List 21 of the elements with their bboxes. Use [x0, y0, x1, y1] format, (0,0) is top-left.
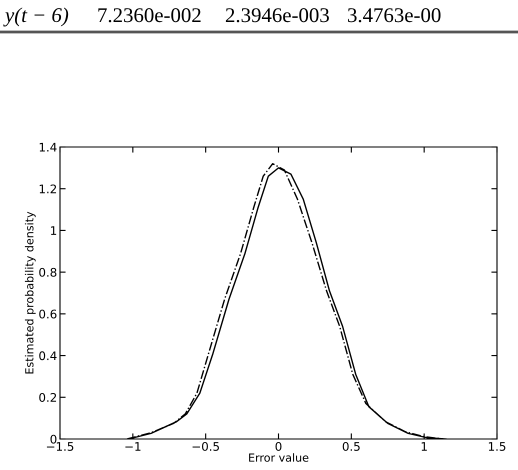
x-tick-label: −1.5	[46, 442, 74, 451]
y-tick-label: 0.2	[39, 393, 56, 402]
y-tick-label: 1.4	[40, 142, 57, 152]
text: 2.3946e-003	[226, 8, 329, 22]
y-tick-label: 1.2	[40, 184, 56, 194]
x-tick-label: 0.5	[342, 442, 360, 451]
y-tick-label: 0.6	[39, 310, 56, 319]
y-tick-label: 0.8	[39, 268, 56, 277]
text: 3.4763e-00	[348, 8, 441, 22]
y-axis-title: Estimated probability density	[24, 212, 36, 374]
y-tick-label: 0.4	[39, 351, 57, 360]
x-tick-label: 1.5	[488, 442, 506, 451]
y-tick-label: 0	[50, 434, 56, 444]
x-tick-label: 1	[422, 442, 427, 451]
x-tick-label: −0.5	[192, 442, 219, 451]
x-tick-label: 0	[276, 442, 282, 451]
text: y(t − 6)	[3, 8, 68, 26]
x-axis-title: Error value	[249, 453, 308, 462]
y-tick-label: 1	[51, 226, 56, 235]
text: 7.2360e-002	[98, 8, 201, 22]
x-tick-label: −1	[125, 442, 140, 451]
